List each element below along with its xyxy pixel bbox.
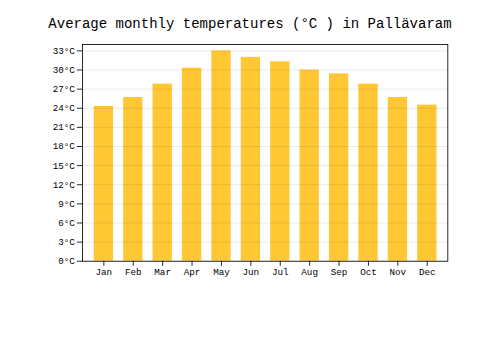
svg-text:Jul: Jul	[272, 267, 289, 278]
svg-text:Jan: Jan	[96, 267, 113, 278]
svg-text:Feb: Feb	[125, 267, 142, 278]
svg-text:21°C: 21°C	[53, 122, 76, 133]
svg-text:May: May	[213, 267, 230, 278]
html-text:Average monthly temperatures (: Average monthly temperatures (°C ) in Pa…	[48, 16, 452, 32]
svg-text:6°C: 6°C	[58, 218, 75, 229]
svg-text:Oct: Oct	[360, 267, 377, 278]
svg-text:12°C: 12°C	[53, 180, 76, 191]
svg-text:0°C: 0°C	[58, 256, 75, 267]
svg-text:Sep: Sep	[331, 267, 348, 278]
svg-text:3°C: 3°C	[58, 237, 75, 248]
svg-text:9°C: 9°C	[58, 199, 75, 210]
svg-text:24°C: 24°C	[53, 103, 76, 114]
svg-text:33°C: 33°C	[53, 46, 76, 57]
svg-text:30°C: 30°C	[53, 65, 76, 76]
svg-text:Nov: Nov	[390, 267, 407, 278]
svg-text:Jun: Jun	[243, 267, 260, 278]
svg-text:Dec: Dec	[419, 267, 436, 278]
svg-text:18°C: 18°C	[53, 141, 76, 152]
svg-text:Apr: Apr	[184, 267, 201, 278]
svg-text:Mar: Mar	[154, 267, 171, 278]
svg-text:15°C: 15°C	[53, 161, 76, 172]
svg-text:27°C: 27°C	[53, 84, 76, 95]
svg-text:Aug: Aug	[301, 267, 318, 278]
